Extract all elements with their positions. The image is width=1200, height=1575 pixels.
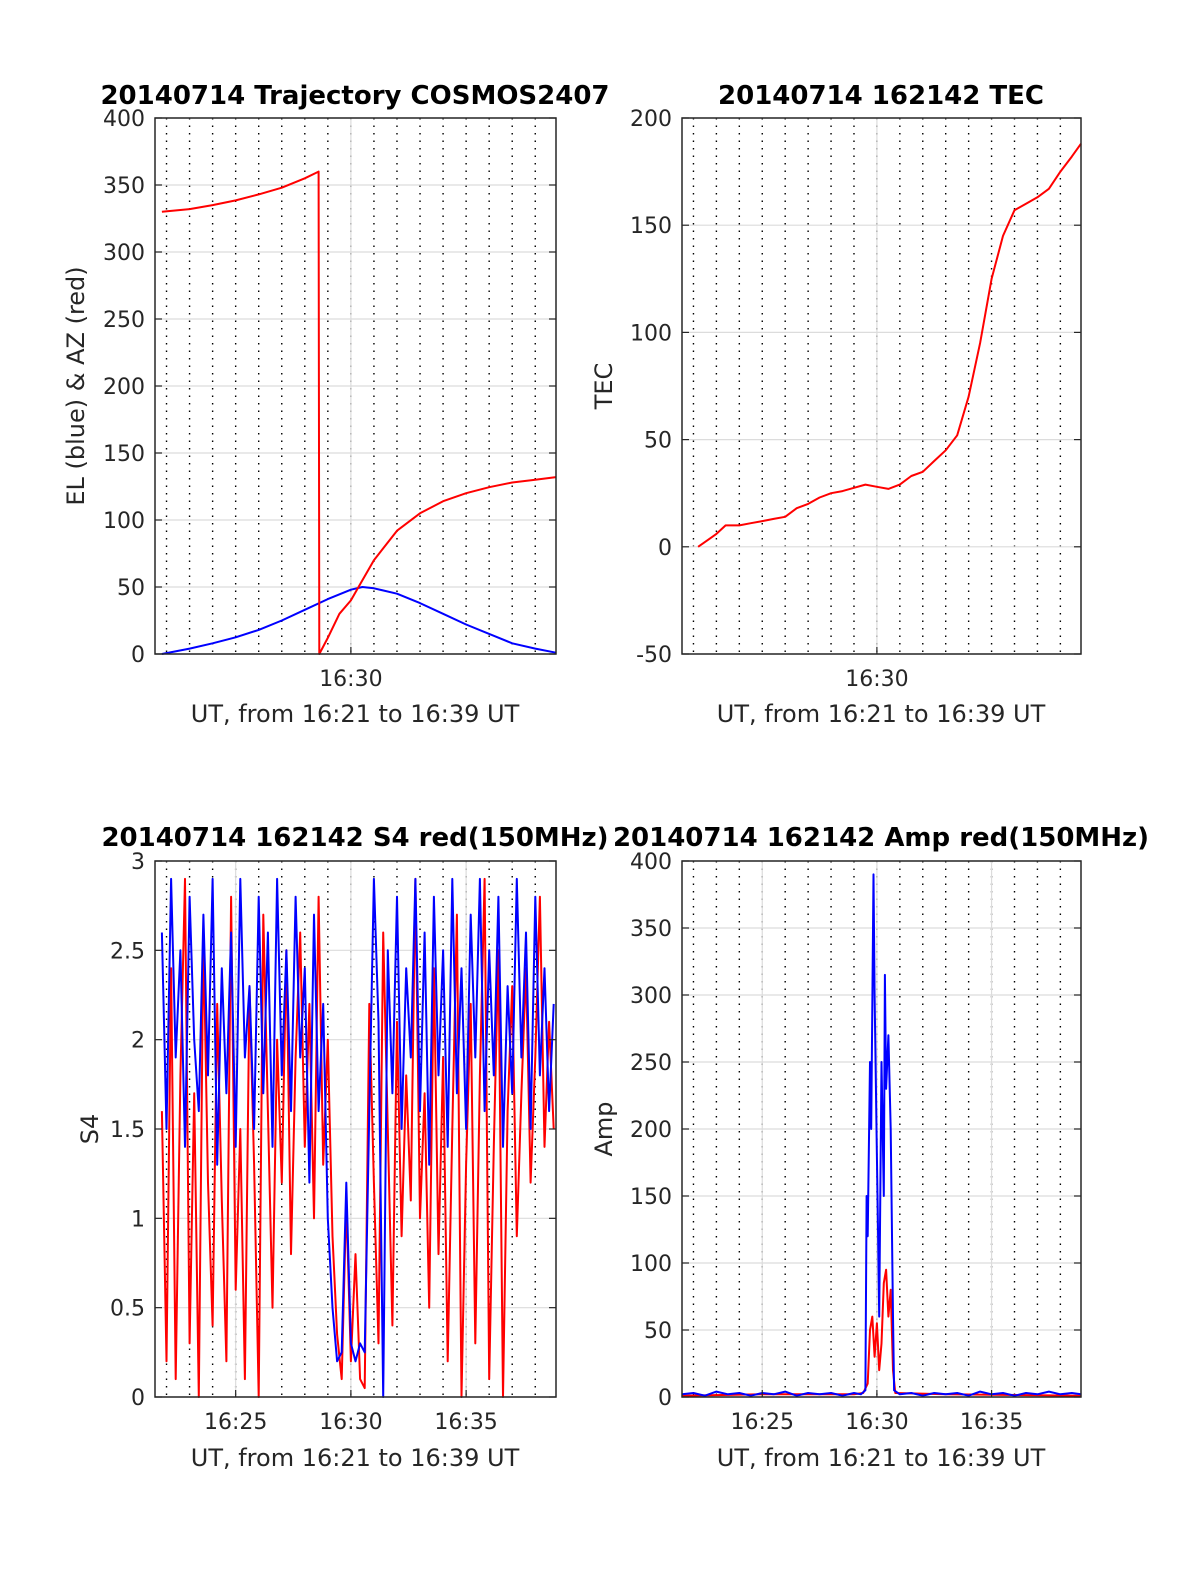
x-tick-label: 16:30: [319, 1410, 382, 1435]
series-line-blue: [160, 877, 555, 1398]
y-tick-label: 250: [103, 308, 145, 333]
y-tick-label: 250: [630, 1051, 672, 1076]
y-tick-label: 100: [630, 1252, 672, 1277]
x-tick-label: 16:35: [960, 1410, 1023, 1435]
x-axis-label: UT, from 16:21 to 16:39 UT: [717, 700, 1046, 728]
y-tick-label: 1.5: [110, 1118, 145, 1143]
y-tick-label: 150: [630, 214, 672, 239]
x-tick-label: 16:30: [319, 667, 382, 692]
y-tick-label: 200: [630, 1118, 672, 1143]
y-tick-label: 100: [630, 321, 672, 346]
y-tick-label: 350: [103, 174, 145, 199]
series-line-red: [160, 877, 555, 1398]
y-tick-label: 150: [630, 1185, 672, 1210]
series-line-tec: [697, 143, 1082, 548]
chart-title: 20140714 162142 TEC: [718, 81, 1044, 111]
y-tick-label: 50: [117, 576, 145, 601]
series-line-red: [681, 1268, 1082, 1397]
y-tick-label: 1: [131, 1207, 145, 1232]
panel-tec: -50 0 50 100 150 200 16:30 20140714 162142 TEC…: [590, 81, 1082, 728]
y-tick-label: 200: [103, 375, 145, 400]
series-line-az: [161, 170, 557, 655]
y-tick-label: 350: [630, 917, 672, 942]
y-axis-label: TEC: [590, 363, 618, 411]
x-axis-label: UT, from 16:21 to 16:39 UT: [191, 700, 520, 728]
x-axis-label: UT, from 16:21 to 16:39 UT: [717, 1444, 1046, 1472]
y-tick-label: 0: [131, 1386, 145, 1411]
y-axis-label: EL (blue) & AZ (red): [62, 266, 90, 505]
x-tick-label: 16:25: [731, 1410, 794, 1435]
y-tick-label: 0.5: [110, 1297, 145, 1322]
y-tick-label: 150: [103, 442, 145, 467]
series-line-blue: [681, 873, 1082, 1397]
y-tick-label: 400: [103, 107, 145, 132]
y-tick-label: -50: [636, 643, 672, 668]
x-axis-label: UT, from 16:21 to 16:39 UT: [191, 1444, 520, 1472]
y-tick-label: 2.5: [110, 939, 145, 964]
y-tick-label: 300: [103, 241, 145, 266]
y-tick-label: 100: [103, 509, 145, 534]
x-tick-label: 16:30: [845, 1410, 908, 1435]
y-tick-label: 400: [630, 850, 672, 875]
y-tick-label: 0: [658, 536, 672, 561]
panel-trajectory: 0 50 100 150 200 250 300 350 400 16:30 20140714 T…: [62, 81, 610, 728]
chart-title: 20140714 Trajectory COSMOS2407: [100, 81, 609, 111]
y-tick-label: 50: [644, 429, 672, 454]
y-tick-label: 3: [131, 850, 145, 875]
x-tick-label: 16:25: [204, 1410, 267, 1435]
chart-title: 20140714 162142 S4 red(150MHz): [101, 823, 608, 853]
y-tick-label: 50: [644, 1319, 672, 1344]
chart-title: 20140714 162142 Amp red(150MHz): [613, 823, 1149, 853]
series-line-el: [161, 586, 557, 655]
y-tick-label: 0: [658, 1386, 672, 1411]
y-tick-label: 0: [131, 643, 145, 668]
y-tick-label: 200: [630, 107, 672, 132]
y-tick-label: 2: [131, 1029, 145, 1054]
y-tick-label: 300: [630, 984, 672, 1009]
y-axis-label: Amp: [590, 1101, 618, 1156]
x-tick-label: 16:35: [434, 1410, 497, 1435]
x-tick-label: 16:30: [845, 667, 908, 692]
panel-s4: 0 0.5 1 1.5 2 2.5 3 16:25 16:30 16:35 20140714 16…: [76, 823, 609, 1472]
y-axis-label: S4: [76, 1114, 104, 1145]
